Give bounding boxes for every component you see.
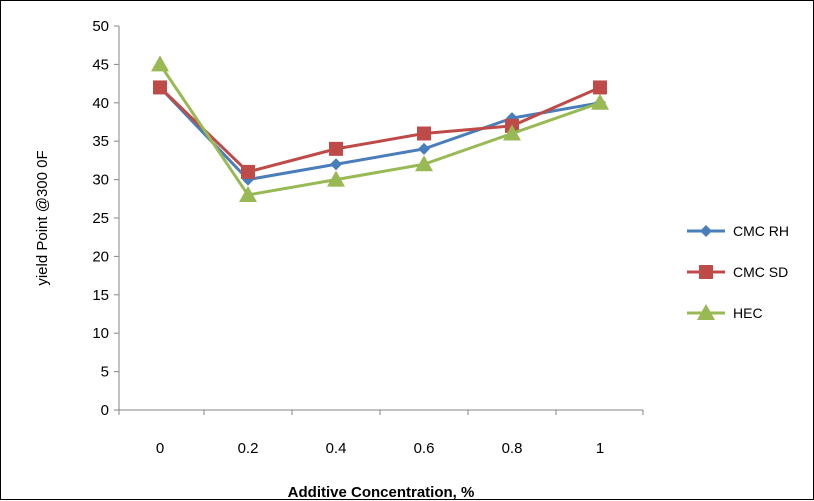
legend-item-cmc-rh: CMC RH: [687, 223, 789, 239]
y-tick-label: 45: [92, 56, 109, 73]
y-tick-label: 5: [101, 364, 109, 381]
legend-marker-hec: [697, 304, 715, 320]
x-tick-label: 0: [156, 440, 164, 457]
y-tick-label: 25: [92, 210, 109, 227]
y-tick-label: 30: [92, 172, 109, 189]
data-point-cmc-sd: [241, 164, 255, 179]
data-point-hec: [591, 93, 609, 110]
series-line-cmc-rh: [158, 86, 601, 182]
x-tick-label: 0.6: [414, 440, 435, 457]
series-hec: [151, 55, 609, 202]
series-line-hec: [158, 63, 601, 197]
y-tick-label: 15: [92, 287, 109, 304]
legend-item-cmc-sd: CMC SD: [687, 264, 788, 280]
y-tick-label: 40: [92, 95, 109, 112]
legend-marker-cmc-rh: [700, 225, 712, 237]
data-point-cmc-sd: [593, 80, 607, 95]
x-tick-label: 1: [596, 440, 604, 457]
legend: CMC RH CMC SD HEC: [687, 223, 789, 321]
legend-label: HEC: [733, 305, 763, 321]
legend-item-hec: HEC: [687, 304, 763, 321]
y-tick-label: 0: [101, 402, 109, 419]
data-point-hec: [151, 55, 169, 72]
y-tick-label: 10: [92, 325, 109, 342]
x-axis-title: Additive Concentration, %: [288, 484, 475, 501]
data-point-cmc-sd: [417, 126, 431, 141]
legend-label: CMC SD: [733, 264, 788, 280]
y-tick-label: 35: [92, 133, 109, 150]
series-layer: [151, 55, 609, 202]
series-cmc-sd: [153, 80, 607, 179]
data-point-cmc-sd: [153, 80, 167, 95]
data-point-hec: [503, 124, 521, 141]
data-point-cmc-sd: [329, 141, 343, 156]
y-tick-label: 20: [92, 248, 109, 265]
legend-label: CMC RH: [733, 223, 789, 239]
data-point-cmc-rh: [418, 142, 430, 155]
data-point-hec: [415, 155, 433, 172]
series-line-cmc-sd: [158, 86, 601, 174]
x-tick-label: 0.2: [238, 440, 259, 457]
x-tick-label: 0.4: [326, 440, 347, 457]
data-point-hec: [239, 185, 257, 202]
legend-marker-cmc-sd: [699, 265, 713, 279]
y-tick-label: 50: [92, 18, 109, 35]
y-axis-title: yield Point @300 0F: [34, 150, 51, 285]
series-cmc-rh: [154, 81, 606, 186]
data-point-cmc-rh: [330, 158, 342, 171]
x-tick-label: 0.8: [502, 440, 523, 457]
data-point-hec: [327, 170, 345, 187]
chart-axes: 0 5 10 15 20 25 30 35 40 45 50 0 0.2 0.4 0.6 0.8 1: [92, 18, 644, 457]
